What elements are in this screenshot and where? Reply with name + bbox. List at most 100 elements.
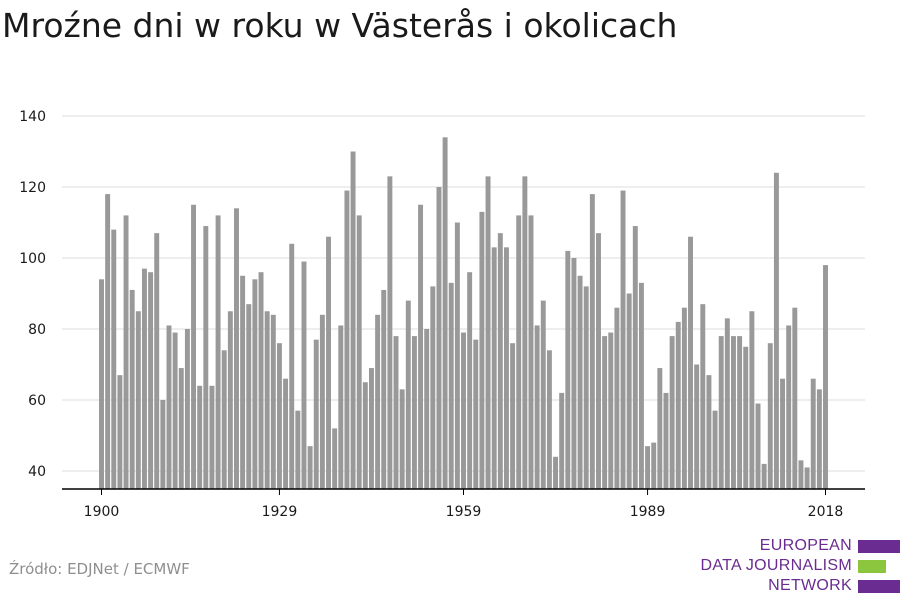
x-tick-label: 1959 [446, 504, 482, 520]
bar-2003 [731, 336, 736, 489]
bar-1943 [362, 382, 368, 489]
bar-1902 [111, 229, 117, 489]
source-note: Źródło: EDJNet / ECMWF [9, 560, 190, 578]
bar-2001 [718, 336, 724, 489]
bar-2002 [724, 318, 730, 489]
bar-1923 [240, 275, 246, 489]
logo-text: EUROPEAN DATA JOURNALISM NETWORK [701, 536, 852, 596]
bar-1961 [473, 339, 479, 489]
y-tick-label: 120 [19, 180, 46, 196]
bar-1962 [479, 211, 485, 489]
bar-1949 [399, 389, 405, 489]
bar-1991 [657, 368, 663, 489]
bar-1948 [393, 336, 399, 489]
bar-1970 [528, 215, 534, 489]
x-tick-label: 1900 [84, 504, 120, 520]
bar-1976 [565, 250, 571, 489]
bar-1927 [264, 311, 270, 489]
bar-1959 [461, 332, 466, 489]
bar-1908 [148, 272, 154, 489]
bar-1974 [553, 456, 559, 489]
x-tick-label: 1929 [262, 504, 298, 520]
bar-1992 [663, 392, 669, 489]
bar-1944 [369, 368, 374, 489]
chart-title: Mroźne dni w roku w Västerås i okolicach [2, 6, 678, 45]
bar-2006 [749, 311, 755, 489]
bar-1920 [221, 350, 227, 489]
x-tick-label: 2018 [808, 504, 844, 520]
bar-1995 [681, 307, 687, 489]
bar-1924 [246, 304, 252, 489]
bar-2015 [804, 467, 810, 489]
bar-1913 [178, 368, 184, 489]
bar-2009 [767, 343, 773, 489]
logo-bar-bottom [858, 580, 900, 593]
bar-1930 [283, 378, 289, 489]
bar-1915 [191, 204, 197, 489]
bar-1912 [172, 332, 178, 489]
bar-1916 [197, 385, 203, 489]
bar-1956 [442, 137, 448, 490]
bar-1953 [424, 329, 430, 489]
edjnet-logo: EUROPEAN DATA JOURNALISM NETWORK [680, 536, 900, 596]
bar-1940 [344, 190, 350, 490]
bar-1967 [510, 343, 516, 489]
bar-1945 [375, 314, 381, 489]
bar-1946 [381, 289, 387, 489]
bar-1909 [154, 233, 160, 489]
bar-1980 [589, 194, 595, 489]
bar-2004 [737, 336, 743, 489]
y-axis-ticks: 40 60 80 100 120 140 [19, 109, 46, 480]
bar-1990 [651, 442, 657, 489]
bar-2014 [798, 460, 804, 489]
bar-1928 [270, 314, 276, 489]
bar-1966 [503, 247, 509, 489]
bar-2016 [810, 378, 816, 489]
bar-1938 [332, 428, 338, 489]
bar-1937 [326, 236, 331, 489]
bar-1905 [129, 289, 135, 489]
bar-1969 [522, 176, 528, 489]
bar-1965 [497, 233, 503, 489]
bar-1999 [706, 375, 712, 489]
bar-1911 [166, 325, 172, 489]
logo-bar-middle [858, 560, 886, 573]
bar-1954 [430, 286, 436, 489]
bar-2011 [780, 378, 786, 489]
bar-1931 [289, 243, 295, 489]
x-axis: 1900 1929 1959 1989 2018 [62, 488, 865, 520]
bar-1951 [411, 336, 417, 489]
bar-1947 [387, 176, 393, 489]
bar-1994 [675, 321, 681, 489]
bar-1988 [638, 282, 644, 489]
bar-1977 [571, 258, 577, 489]
bar-1917 [203, 226, 209, 490]
y-tick-label: 100 [19, 251, 46, 267]
bar-1922 [234, 208, 239, 490]
bar-1983 [608, 332, 614, 489]
bar-1982 [602, 336, 608, 489]
logo-line-2: DATA JOURNALISM [700, 557, 852, 574]
bar-2017 [816, 389, 822, 489]
x-tick-label: 1989 [630, 504, 666, 520]
bar-1939 [338, 325, 344, 489]
bar-1932 [295, 410, 301, 489]
bar-1929 [276, 343, 282, 489]
bar-2000 [712, 410, 718, 489]
bar-1901 [105, 194, 111, 489]
bar-1972 [540, 300, 546, 489]
bars [99, 137, 828, 490]
bar-1921 [227, 311, 233, 489]
bar-1952 [418, 204, 424, 489]
bar-1955 [436, 187, 442, 489]
bar-2018 [823, 265, 828, 489]
bar-1975 [559, 392, 565, 489]
y-tick-label: 40 [28, 464, 46, 480]
bar-1997 [694, 364, 700, 489]
logo-line-3: NETWORK [768, 577, 852, 594]
bar-1926 [258, 272, 264, 489]
bar-1907 [141, 268, 147, 489]
bar-1964 [491, 247, 497, 489]
y-tick-label: 140 [19, 109, 46, 125]
